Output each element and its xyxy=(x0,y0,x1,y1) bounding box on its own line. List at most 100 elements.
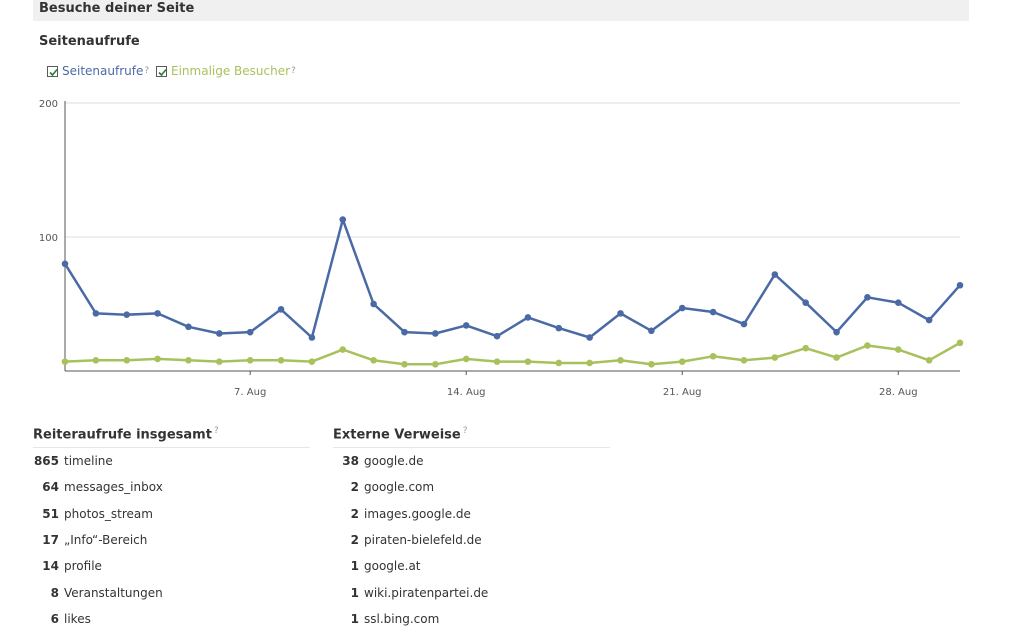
referrers-title: Externe Verweise? xyxy=(333,424,610,448)
data-point xyxy=(308,334,316,341)
table-row: 64 messages_inbox xyxy=(33,474,310,500)
data-point xyxy=(493,358,501,365)
row-label[interactable]: piraten-bielefeld.de xyxy=(364,533,482,548)
pageviews-checkbox[interactable] xyxy=(47,65,58,77)
data-point xyxy=(370,356,377,364)
row-label[interactable]: wiki.piratenpartei.de xyxy=(364,585,489,600)
data-point xyxy=(524,358,532,365)
row-label: Veranstaltungen xyxy=(64,585,163,600)
data-point xyxy=(92,356,100,364)
data-point xyxy=(956,281,964,289)
table-row: 2 google.com xyxy=(333,474,610,500)
row-label[interactable]: images.google.de xyxy=(364,506,471,521)
data-point xyxy=(617,310,624,317)
referrers-table: Externe Verweise? 38 google.de 2 google.com… xyxy=(333,424,610,632)
data-point xyxy=(740,320,748,328)
data-point xyxy=(339,216,347,223)
row-count: 1 xyxy=(350,585,359,600)
data-point xyxy=(339,346,347,353)
row-label: timeline xyxy=(64,454,113,469)
data-point xyxy=(709,308,717,316)
x-tick-label: 7. Aug xyxy=(234,387,266,398)
row-label[interactable]: google.de xyxy=(364,454,424,469)
unique-visitors-checkbox[interactable] xyxy=(156,65,167,77)
data-point xyxy=(154,310,161,317)
data-point xyxy=(493,332,501,340)
row-count: 2 xyxy=(350,480,359,495)
checkmark-icon xyxy=(49,68,58,76)
data-point xyxy=(277,356,285,364)
row-count: 38 xyxy=(342,454,359,469)
data-point xyxy=(123,356,131,364)
data-point xyxy=(956,339,964,347)
table-row: 51 photos_stream xyxy=(33,501,310,527)
legend-pageviews[interactable]: Seitenaufrufe ? xyxy=(47,64,149,78)
row-label: messages_inbox xyxy=(64,480,163,495)
row-count: 2 xyxy=(350,533,359,548)
table-row: 14 profile xyxy=(33,553,310,579)
row-count: 64 xyxy=(42,480,59,495)
data-point xyxy=(462,322,470,329)
data-point xyxy=(894,346,902,353)
help-icon[interactable]: ? xyxy=(213,426,219,436)
row-count: 8 xyxy=(50,585,59,600)
row-label[interactable]: google.at xyxy=(364,559,421,574)
data-point xyxy=(462,355,470,363)
table-row: 1 google.at xyxy=(333,553,610,579)
row-count: 1 xyxy=(350,611,359,626)
row-label[interactable]: google.com xyxy=(364,480,435,495)
row-label: likes xyxy=(64,611,91,626)
series-line xyxy=(63,218,961,339)
data-point xyxy=(61,260,69,268)
x-tick-label: 21. Aug xyxy=(663,387,702,398)
data-point xyxy=(277,306,285,313)
x-tick-label: 14. Aug xyxy=(447,387,486,398)
data-point xyxy=(185,356,192,364)
row-count: 2 xyxy=(350,506,359,521)
row-label: photos_stream xyxy=(64,506,153,521)
tab-views-table: Reiteraufrufe insgesamt? 865 timeline 64 me… xyxy=(33,424,310,632)
legend-unique-visitors[interactable]: Einmalige Besucher ? xyxy=(156,64,296,78)
data-point xyxy=(370,300,377,308)
data-point xyxy=(432,361,439,368)
row-count: 17 xyxy=(42,533,59,548)
data-point xyxy=(864,294,871,301)
data-point xyxy=(771,271,779,278)
tab-views-title: Reiteraufrufe insgesamt? xyxy=(33,424,310,448)
help-icon[interactable]: ? xyxy=(144,66,150,76)
table-row: 2 images.google.de xyxy=(333,501,610,527)
data-point xyxy=(894,299,902,306)
legend-pageviews-label: Seitenaufrufe xyxy=(62,64,144,78)
table-row: 6 likes xyxy=(33,606,310,632)
data-point xyxy=(709,352,717,360)
data-point xyxy=(586,334,593,341)
table-row: 38 google.de xyxy=(333,448,610,474)
section-header: Besuche deiner Seite xyxy=(33,0,969,21)
data-point xyxy=(833,328,840,336)
row-label[interactable]: ssl.bing.com xyxy=(364,611,440,626)
data-point xyxy=(61,358,69,365)
chart-title: Seitenaufrufe xyxy=(39,34,140,49)
table-row: 1 ssl.bing.com xyxy=(333,606,610,632)
data-point xyxy=(586,359,593,367)
data-point xyxy=(432,330,439,337)
y-tick-label: 100 xyxy=(39,233,58,244)
legend-unique-visitors-label: Einmalige Besucher xyxy=(171,64,291,78)
data-point xyxy=(92,310,100,317)
data-point xyxy=(246,356,254,364)
table-row: 8 Veranstaltungen xyxy=(33,579,310,605)
series-line xyxy=(64,341,961,366)
row-count: 865 xyxy=(33,454,59,469)
data-point xyxy=(555,324,563,332)
data-point xyxy=(678,358,686,365)
data-point xyxy=(308,358,316,365)
row-count: 6 xyxy=(50,611,59,626)
help-icon[interactable]: ? xyxy=(462,426,468,436)
table-row: 2 piraten-bielefeld.de xyxy=(333,527,610,553)
data-point xyxy=(740,356,748,364)
checkmark-icon xyxy=(158,68,167,76)
data-point xyxy=(802,299,809,306)
row-count: 1 xyxy=(350,559,359,574)
help-icon[interactable]: ? xyxy=(291,66,296,76)
row-label: profile xyxy=(64,559,102,574)
